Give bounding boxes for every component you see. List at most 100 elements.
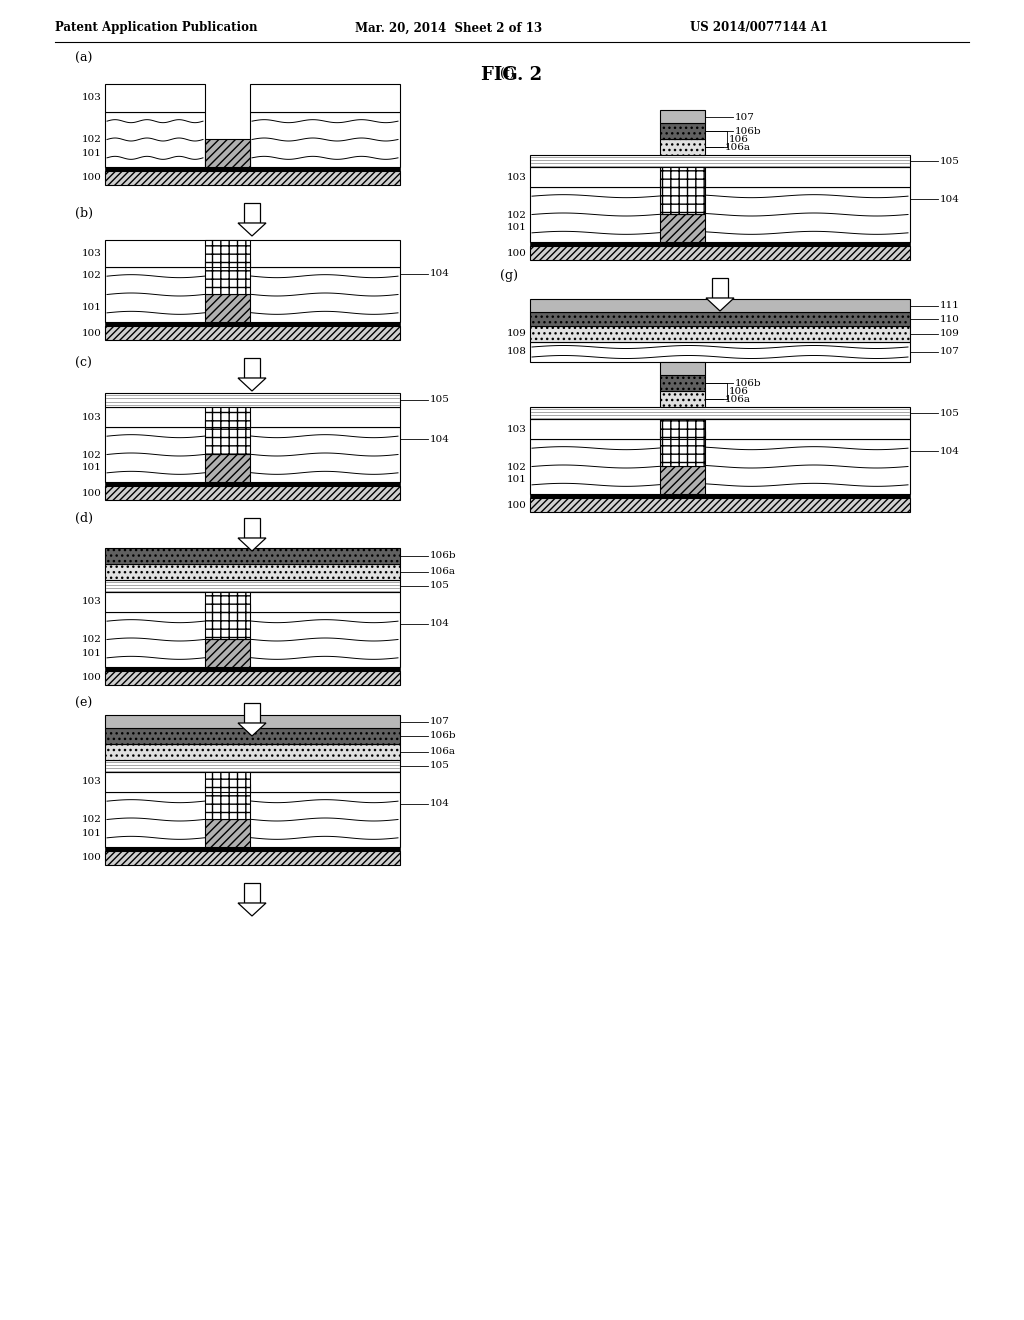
Text: (d): (d) [75, 512, 93, 525]
Text: (f): (f) [500, 67, 514, 81]
Bar [205, 407, 250, 426]
Bar [205, 454, 250, 482]
Polygon shape [238, 539, 266, 550]
Text: 106a: 106a [430, 747, 456, 756]
Text: 101: 101 [82, 829, 102, 837]
Bar [660, 168, 705, 187]
Text: 109: 109 [507, 330, 527, 338]
Text: 102: 102 [507, 462, 527, 471]
Bar [105, 407, 400, 426]
Bar [105, 564, 400, 579]
Bar [250, 112, 400, 168]
Text: 104: 104 [940, 446, 959, 455]
Text: 102: 102 [82, 272, 102, 281]
Bar [530, 440, 910, 494]
Text: 107: 107 [735, 112, 755, 121]
Text: 105: 105 [430, 582, 450, 590]
Bar [205, 784, 250, 818]
Text: 106a: 106a [725, 395, 751, 404]
Text: 103: 103 [82, 777, 102, 787]
Bar [205, 605, 250, 639]
Text: 111: 111 [940, 301, 959, 310]
Text: 107: 107 [430, 718, 450, 726]
Bar [105, 671, 400, 685]
Bar [205, 259, 250, 294]
Text: 101: 101 [82, 304, 102, 313]
Bar [105, 112, 205, 168]
Text: 108: 108 [507, 347, 527, 356]
Text: 104: 104 [430, 434, 450, 444]
Bar [660, 180, 705, 214]
Bar [105, 667, 400, 671]
Text: 104: 104 [430, 619, 450, 628]
Bar [530, 246, 910, 260]
Bar [530, 168, 910, 187]
Text: 106b: 106b [735, 127, 762, 136]
Text: 105: 105 [430, 762, 450, 771]
Bar [105, 792, 400, 847]
Text: 104: 104 [430, 269, 450, 279]
Text: 102: 102 [82, 136, 102, 144]
Text: 100: 100 [507, 500, 527, 510]
Text: (a): (a) [75, 51, 92, 65]
Text: 105: 105 [940, 157, 959, 165]
Bar [105, 715, 400, 729]
Bar [105, 772, 400, 792]
Bar [105, 591, 400, 612]
Bar [105, 84, 205, 112]
Bar [530, 494, 910, 498]
Text: US 2014/0077144 A1: US 2014/0077144 A1 [690, 21, 828, 34]
Bar [205, 772, 250, 792]
Text: 102: 102 [507, 210, 527, 219]
Text: 106b: 106b [430, 731, 457, 741]
Text: 100: 100 [82, 173, 102, 182]
Bar [105, 267, 400, 322]
Polygon shape [238, 223, 266, 236]
Bar [105, 393, 400, 407]
Text: 103: 103 [82, 598, 102, 606]
Text: 102: 102 [82, 450, 102, 459]
Bar [660, 466, 705, 494]
Text: 101: 101 [507, 475, 527, 484]
Text: 101: 101 [82, 149, 102, 157]
Text: 106b: 106b [735, 379, 762, 388]
Bar [530, 342, 910, 362]
Bar [660, 418, 705, 440]
Bar [105, 426, 400, 482]
Text: 103: 103 [507, 173, 527, 181]
Bar [105, 744, 400, 760]
Text: 103: 103 [507, 425, 527, 433]
Bar [105, 729, 400, 744]
Bar [530, 300, 910, 312]
Text: (g): (g) [500, 269, 518, 282]
Polygon shape [238, 723, 266, 737]
Bar [244, 358, 260, 378]
Bar [105, 760, 400, 772]
Bar [530, 326, 910, 342]
Bar [530, 154, 910, 168]
Bar [530, 418, 910, 440]
Bar [105, 851, 400, 865]
Text: 106: 106 [729, 135, 749, 144]
Bar [660, 432, 705, 466]
Bar [660, 139, 705, 154]
Bar [660, 110, 705, 123]
Text: Patent Application Publication: Patent Application Publication [55, 21, 257, 34]
Text: 106: 106 [729, 387, 749, 396]
Bar [105, 612, 400, 667]
Bar [205, 294, 250, 322]
Text: 100: 100 [82, 673, 102, 682]
Bar [244, 704, 260, 723]
Bar [205, 591, 250, 612]
Bar [105, 847, 400, 851]
Text: 104: 104 [430, 800, 450, 808]
Bar [660, 123, 705, 139]
Bar [660, 391, 705, 407]
Text: (e): (e) [75, 697, 92, 710]
Polygon shape [238, 378, 266, 391]
Bar [660, 214, 705, 242]
Bar [244, 517, 260, 539]
Text: 103: 103 [82, 249, 102, 259]
Bar [244, 203, 260, 223]
Text: 107: 107 [940, 347, 959, 356]
